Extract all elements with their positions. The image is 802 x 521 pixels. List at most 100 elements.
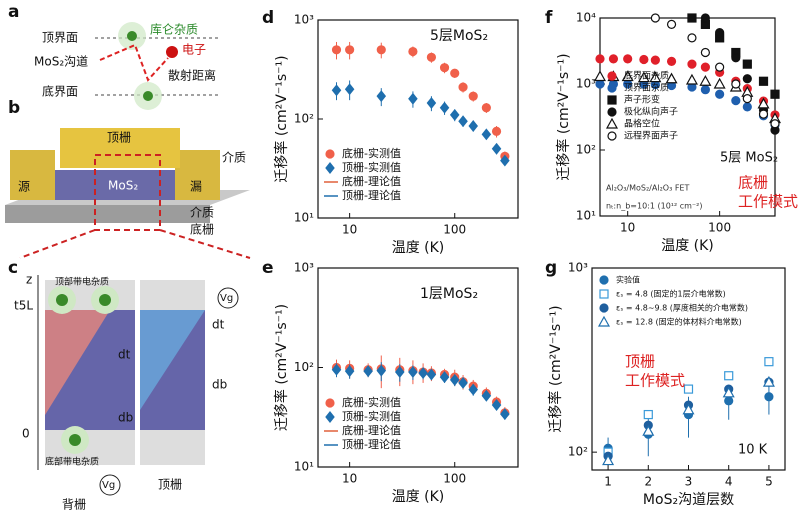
legend-label: εₛ = 4.8 (固定的1层介电常数) (616, 289, 726, 299)
marker (325, 398, 335, 408)
field-region (140, 310, 205, 410)
marker (724, 396, 734, 406)
marker (408, 92, 418, 105)
x-tick-label: 5 (765, 475, 773, 489)
dielectric (140, 280, 205, 310)
x-axis-label: MoS₂沟道层数 (643, 492, 734, 508)
panel-label: d (262, 8, 274, 28)
marker (731, 79, 741, 89)
label: z (26, 273, 32, 287)
y-tick-label: 10² (568, 445, 588, 459)
marker (344, 365, 355, 378)
panel-label: g (545, 258, 557, 278)
label: MoS₂ (108, 179, 138, 193)
legend-label: 顶界面杂质 (624, 82, 669, 94)
marker (595, 54, 605, 64)
marker (623, 54, 633, 64)
label: 底界面 (42, 84, 78, 99)
marker (331, 84, 342, 97)
annotation: 5层 MoS₂ (720, 151, 778, 166)
marker (426, 52, 437, 62)
label: 电子 (182, 43, 206, 57)
marker (500, 408, 510, 421)
marker (605, 117, 619, 129)
x-tick-label: 10 (342, 472, 357, 486)
marker (643, 409, 653, 420)
x-tick-label: 100 (708, 221, 731, 235)
marker (639, 54, 649, 65)
label: MoS₂沟道 (34, 55, 88, 69)
electron-path (99, 43, 169, 82)
marker (439, 101, 450, 114)
marker (770, 119, 780, 129)
y-axis-label: 迁移率 (cm²V⁻¹s⁻¹) (555, 53, 572, 180)
marker (345, 45, 355, 55)
dielectric (140, 430, 205, 465)
y-tick-label: 10² (294, 112, 314, 126)
legend-label: 顶栅-理论值 (342, 437, 401, 451)
x-axis-label: 温度 (K) (392, 240, 445, 256)
impurity (69, 434, 81, 446)
impurity (127, 31, 137, 41)
legend-label: 底界面杂质 (624, 70, 669, 82)
marker (700, 13, 710, 23)
label: db (118, 411, 133, 425)
annotation: 工作模式 (738, 193, 798, 211)
marker (595, 79, 605, 89)
voltage-source (99, 474, 121, 496)
marker (722, 386, 735, 398)
label: 漏 (190, 180, 202, 194)
marker (700, 62, 710, 72)
marker (450, 68, 460, 78)
label: t5L (14, 299, 33, 313)
y-tick-label: 10³ (294, 261, 314, 275)
drain (175, 150, 220, 200)
label: Vg (102, 480, 115, 491)
legend-label: 底栅-理论值 (342, 174, 401, 188)
marker (742, 102, 752, 112)
marker (607, 71, 617, 81)
marker (599, 303, 609, 313)
marker (449, 108, 460, 121)
marker (481, 389, 492, 402)
marker (665, 72, 678, 84)
marker (597, 315, 611, 327)
impurity (143, 91, 153, 101)
marker (481, 128, 492, 141)
y-tick-label: 10² (576, 143, 596, 157)
legend-label: 顶栅-理论值 (342, 188, 401, 202)
marker (426, 368, 437, 381)
x-tick-label: 1 (604, 475, 612, 489)
y-tick-label: 10⁴ (576, 11, 596, 25)
marker (363, 365, 373, 378)
x-axis-label: 温度 (K) (661, 238, 714, 254)
marker (715, 62, 725, 72)
marker (715, 89, 725, 99)
legend-label: 晶格空位 (624, 118, 660, 130)
marker (468, 120, 479, 132)
marker (650, 13, 660, 23)
marker (376, 45, 386, 55)
marker (458, 82, 468, 92)
legend-label: 实验值 (616, 275, 640, 285)
legend-label: 底栅-实测值 (342, 395, 401, 409)
impurity (99, 294, 111, 306)
label: 库仑杂质 (150, 22, 198, 37)
legend-label: 远程界面声子 (624, 130, 678, 142)
x-tick-label: 10 (342, 223, 357, 237)
x-tick-label: 100 (443, 223, 466, 237)
legend-label: 极化纵向声子 (624, 106, 678, 118)
marker (758, 76, 769, 86)
marker (491, 142, 502, 155)
panel-label: e (262, 258, 274, 278)
marker (481, 103, 491, 113)
electron (166, 46, 178, 58)
impurity (56, 294, 68, 306)
legend-label: 底栅-实测值 (342, 146, 401, 160)
y-axis-label: 迁移率 (cm²V⁻¹s⁻¹) (273, 55, 290, 182)
marker (602, 454, 615, 466)
label: 介质 (222, 151, 246, 165)
marker (764, 357, 774, 367)
annotation: 10 K (738, 443, 768, 458)
